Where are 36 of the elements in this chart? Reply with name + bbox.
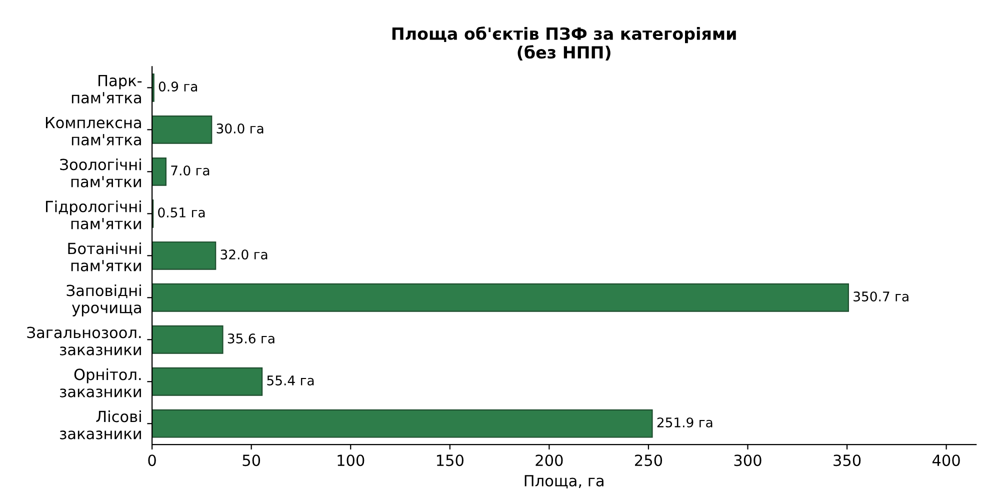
x-tick-label: 400 bbox=[932, 454, 960, 466]
y-tick-label: Гідрологічні пам'ятки bbox=[46, 200, 141, 230]
bar bbox=[152, 157, 167, 186]
data-label: 32.0 га bbox=[220, 249, 268, 260]
y-tick-label: Комплексна пам'ятка bbox=[46, 116, 141, 146]
x-tick-label: 150 bbox=[437, 454, 464, 466]
x-tick-label: 250 bbox=[635, 454, 662, 466]
x-tick-label: 100 bbox=[338, 454, 364, 466]
x-tick-label: 0 bbox=[148, 454, 156, 466]
bar bbox=[152, 367, 263, 396]
y-tick-label: Заповідні урочища bbox=[66, 284, 141, 316]
y-tick-label: Зоологічні пам'ятки bbox=[60, 158, 141, 188]
bar bbox=[152, 409, 653, 438]
x-tick-label: 350 bbox=[834, 454, 861, 466]
data-label: 251.9 га bbox=[657, 417, 712, 428]
y-tick-label: Лісові заказники bbox=[60, 410, 141, 440]
y-tick-label: Орнітол. заказники bbox=[60, 368, 141, 398]
data-label: 0.51 га bbox=[158, 208, 205, 218]
x-tick-label: 50 bbox=[242, 454, 260, 466]
bar bbox=[152, 241, 216, 270]
bar bbox=[152, 325, 224, 354]
x-tick-label: 200 bbox=[536, 454, 563, 466]
data-label: 30.0 га bbox=[216, 124, 264, 134]
data-label: 0.9 га bbox=[158, 82, 198, 92]
bar bbox=[152, 115, 212, 144]
y-tick-label: Загальнозоол. заказники bbox=[27, 326, 141, 356]
y-tick-label: Ботанічні пам'ятки bbox=[68, 242, 141, 272]
y-tick-label: Парк- пам'ятка bbox=[72, 74, 142, 104]
data-label: 350.7 га bbox=[854, 291, 908, 302]
x-tick-label: 300 bbox=[734, 454, 762, 466]
data-label: 55.4 га bbox=[267, 376, 314, 386]
data-label: 35.6 га bbox=[228, 333, 274, 344]
chart-title: Площа об'єктів ПЗФ за категоріями (без НПП) bbox=[392, 26, 736, 61]
data-label: 7.0 га bbox=[171, 166, 210, 176]
bar bbox=[152, 283, 849, 312]
x-axis-title: Площа, га bbox=[524, 475, 604, 488]
